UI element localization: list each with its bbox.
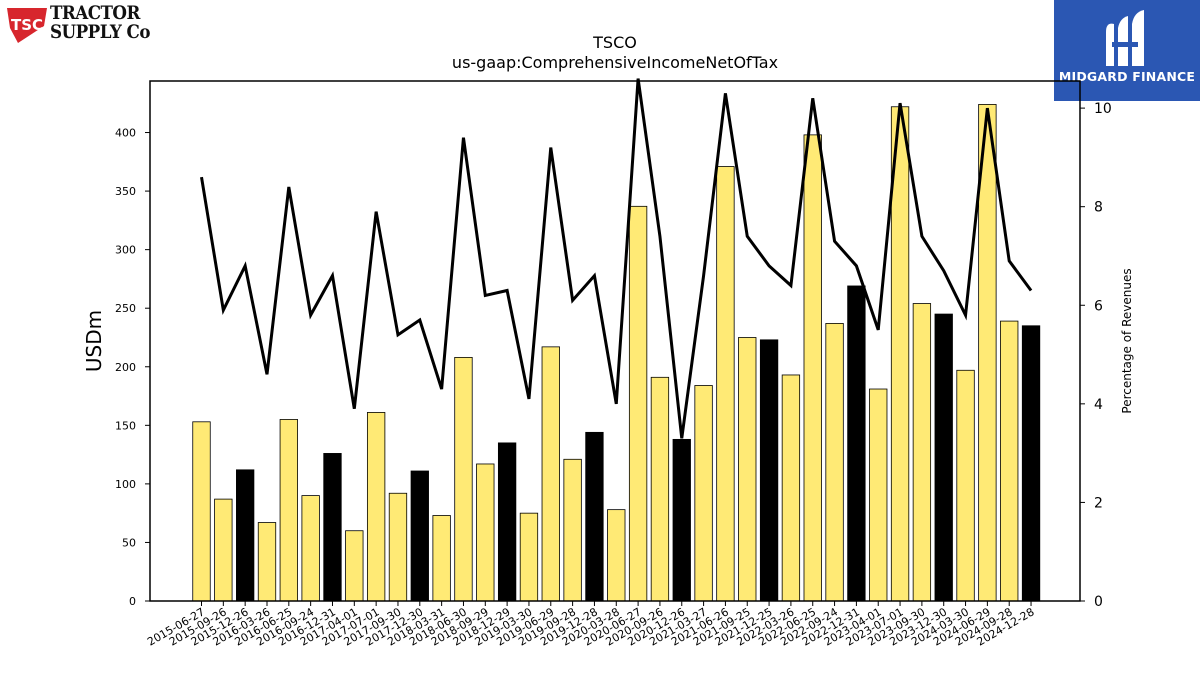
- bar-2021-06-26: [716, 166, 735, 602]
- bar-2022-06-25: [803, 134, 822, 602]
- tractor-supply-wordmark: TRACTOR SUPPLY Co: [50, 4, 150, 42]
- bar-2015-06-27: [192, 421, 211, 602]
- bar-2019-12-28: [585, 431, 604, 602]
- bar-2016-03-26: [257, 522, 277, 602]
- bar-2018-09-29: [476, 463, 495, 602]
- bar-2023-09-30: [912, 303, 932, 602]
- y-tick-label: 50: [122, 536, 136, 549]
- bar-2019-06-29: [541, 346, 560, 602]
- y2-tick-label: 8: [1094, 200, 1103, 216]
- bar-2017-12-30: [410, 470, 429, 602]
- y-axis-ticks: 0 50 100 150 200 250 300 350 400: [115, 127, 150, 608]
- wordmark-line-1: TRACTOR: [50, 2, 140, 24]
- y2-tick-label: 2: [1094, 495, 1103, 511]
- midgard-finance-logo: MIDGARD FINANCE: [1054, 0, 1200, 101]
- bar-2022-03-26: [781, 374, 801, 602]
- y2-tick-label: 10: [1094, 101, 1112, 117]
- bar-2023-04-01: [869, 388, 888, 602]
- bar-2017-04-01: [345, 530, 364, 602]
- chart-subtitle: us-gaap:ComprehensiveIncomeNetOfTax: [452, 53, 778, 72]
- y-axis-label: USDm: [82, 310, 106, 372]
- plot-frame: [149, 80, 1081, 602]
- y-tick-label: 400: [115, 127, 136, 140]
- bar-2024-03-30: [956, 369, 975, 602]
- bar-2020-06-27: [628, 205, 648, 602]
- bar-2017-09-30: [388, 492, 408, 602]
- bars-layer: [192, 104, 1041, 602]
- bar-2023-12-30: [934, 313, 953, 602]
- line-layer: [200, 78, 1033, 439]
- bar-2020-03-28: [607, 509, 626, 602]
- bar-2018-03-31: [432, 515, 451, 602]
- bar-2021-12-25: [759, 339, 779, 602]
- y-tick-label: 350: [115, 185, 136, 198]
- midgard-finance-name: MIDGARD FINANCE: [1058, 69, 1196, 84]
- bar-2015-09-26: [214, 498, 233, 602]
- y-tick-label: 300: [115, 244, 136, 257]
- bar-2020-12-26: [672, 438, 691, 602]
- y-tick-label: 0: [129, 595, 136, 608]
- percentage-line: [200, 78, 1033, 439]
- bar-2019-03-30: [519, 512, 539, 602]
- bar-2020-09-26: [650, 376, 670, 602]
- y2-tick-label: 6: [1094, 298, 1103, 314]
- tractor-supply-logo: TSC TRACTOR SUPPLY Co: [6, 4, 160, 48]
- y2-tick-label: 0: [1094, 594, 1103, 610]
- bar-2016-06-25: [279, 419, 298, 602]
- wordmark-line-2: SUPPLY Co: [50, 21, 150, 43]
- y-tick-label: 200: [115, 361, 136, 374]
- y-tick-label: 150: [115, 419, 136, 432]
- bar-2021-03-27: [694, 385, 713, 602]
- bar-2016-09-24: [301, 495, 320, 602]
- y2-axis-ticks: 0 2 4 6 8 10: [1080, 101, 1112, 610]
- tsc-badge-icon: TSC: [6, 6, 48, 44]
- bar-2024-12-28: [1021, 325, 1041, 602]
- bar-2022-09-24: [825, 323, 844, 602]
- tsc-badge-text: TSC: [11, 16, 43, 34]
- bar-2018-12-29: [497, 442, 517, 602]
- bar-2015-12-26: [236, 469, 255, 602]
- y2-axis-label: Percentage of Revenues: [1120, 268, 1134, 413]
- bar-2022-12-31: [847, 285, 866, 602]
- bar-2024-09-28: [1000, 320, 1019, 602]
- y2-tick-label: 4: [1094, 397, 1103, 413]
- midgard-mark-icon: [1102, 8, 1152, 70]
- x-axis-ticks: 2015-06-272015-09-262015-12-262016-03-26…: [145, 601, 1037, 649]
- bar-2018-06-30: [454, 356, 473, 602]
- y-tick-label: 250: [115, 302, 136, 315]
- bar-2016-12-31: [323, 453, 342, 602]
- bar-2019-09-28: [563, 458, 582, 602]
- y-tick-label: 100: [115, 478, 136, 491]
- bar-2021-09-25: [738, 337, 757, 602]
- chart-title: TSCO: [592, 33, 637, 52]
- bar-2017-07-01: [366, 412, 386, 602]
